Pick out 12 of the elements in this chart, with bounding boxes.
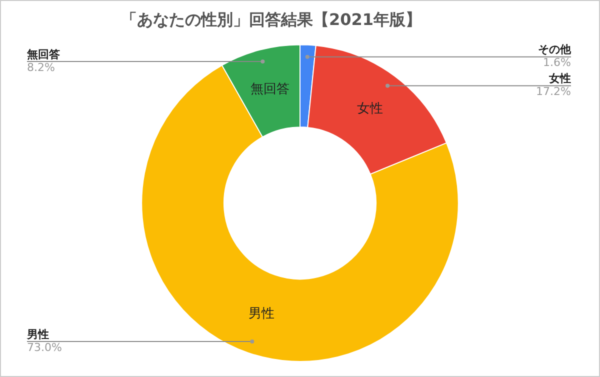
data-label: 17.2% bbox=[536, 85, 571, 98]
slice-label: その他 bbox=[538, 43, 572, 56]
slice-label: 女性 bbox=[357, 102, 384, 117]
slice-label: 男性 bbox=[248, 306, 275, 322]
data-label: 8.2% bbox=[27, 60, 55, 74]
chart-title: 「あなたの性別」回答結果【2021年版】 bbox=[121, 10, 422, 29]
slice-label: 男性 bbox=[26, 328, 49, 341]
data-label: 73.0% bbox=[27, 340, 62, 354]
slice-label: 無回答 bbox=[26, 48, 61, 61]
slice-label: 無回答 bbox=[250, 82, 290, 98]
slice-label: 女性 bbox=[548, 72, 571, 86]
data-label: 1.6% bbox=[543, 56, 571, 70]
